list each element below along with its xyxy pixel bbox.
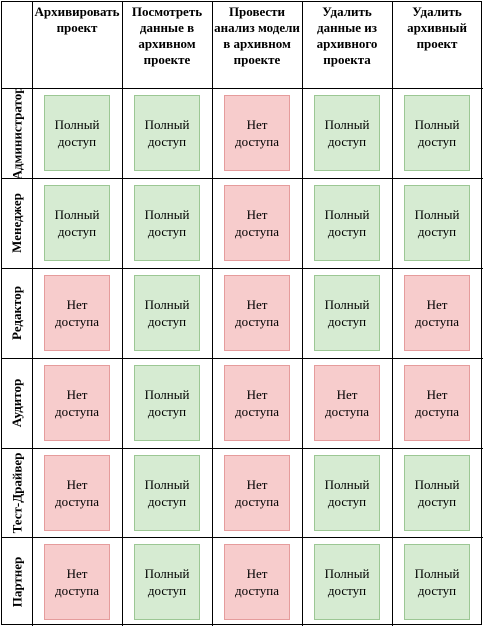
role-label: Администратор <box>9 88 25 178</box>
row-header: Менеджер <box>2 178 32 268</box>
full-access-cell: Полный доступ <box>134 95 200 171</box>
row-divider <box>1 178 483 179</box>
full-access-cell: Полный доступ <box>404 95 470 171</box>
row-header: Тест-Драйвер <box>2 448 32 537</box>
role-label: Редактор <box>9 286 25 340</box>
role-label: Партнер <box>9 556 25 607</box>
no-access-cell: Нет доступа <box>44 544 110 620</box>
no-access-cell: Нет доступа <box>314 365 380 441</box>
no-access-cell: Нет доступа <box>224 544 290 620</box>
row-header: Аудитор <box>2 358 32 448</box>
full-access-cell: Полный доступ <box>314 544 380 620</box>
row-header: Администратор <box>2 88 32 178</box>
full-access-cell: Полный доступ <box>44 185 110 261</box>
no-access-cell: Нет доступа <box>224 185 290 261</box>
full-access-cell: Полный доступ <box>134 185 200 261</box>
column-header: Удалить данные из архивного проекта <box>316 4 378 67</box>
no-access-cell: Нет доступа <box>44 455 110 531</box>
full-access-cell: Полный доступ <box>314 275 380 351</box>
no-access-cell: Нет доступа <box>404 365 470 441</box>
column-divider <box>122 1 123 626</box>
role-label: Менеджер <box>9 193 25 253</box>
row-header: Партнер <box>2 537 32 626</box>
no-access-cell: Нет доступа <box>404 275 470 351</box>
role-label: Аудитор <box>9 378 24 428</box>
full-access-cell: Полный доступ <box>404 185 470 261</box>
column-divider <box>212 1 213 626</box>
column-header: Удалить архивный проект <box>407 4 467 51</box>
column-header: Посмотреть данные в архивном проекте <box>131 4 203 67</box>
full-access-cell: Полный доступ <box>134 455 200 531</box>
full-access-cell: Полный доступ <box>314 185 380 261</box>
full-access-cell: Полный доступ <box>314 95 380 171</box>
full-access-cell: Полный доступ <box>134 275 200 351</box>
full-access-cell: Полный доступ <box>404 544 470 620</box>
row-divider <box>1 448 483 449</box>
column-divider <box>32 1 33 626</box>
column-divider <box>302 1 303 626</box>
full-access-cell: Полный доступ <box>314 455 380 531</box>
full-access-cell: Полный доступ <box>44 95 110 171</box>
no-access-cell: Нет доступа <box>224 275 290 351</box>
no-access-cell: Нет доступа <box>44 275 110 351</box>
column-divider <box>392 1 393 626</box>
row-divider <box>1 358 483 359</box>
no-access-cell: Нет доступа <box>224 455 290 531</box>
column-header: Архивировать проект <box>34 4 120 35</box>
full-access-cell: Полный доступ <box>134 365 200 441</box>
row-header: Редактор <box>2 268 32 358</box>
column-header: Провести анализ модели в архивном проект… <box>214 4 300 67</box>
row-divider <box>1 268 483 269</box>
row-divider <box>1 537 483 538</box>
no-access-cell: Нет доступа <box>224 95 290 171</box>
full-access-cell: Полный доступ <box>134 544 200 620</box>
no-access-cell: Нет доступа <box>224 365 290 441</box>
role-label: Тест-Драйвер <box>9 452 24 533</box>
full-access-cell: Полный доступ <box>404 455 470 531</box>
no-access-cell: Нет доступа <box>44 365 110 441</box>
row-divider <box>1 88 483 89</box>
